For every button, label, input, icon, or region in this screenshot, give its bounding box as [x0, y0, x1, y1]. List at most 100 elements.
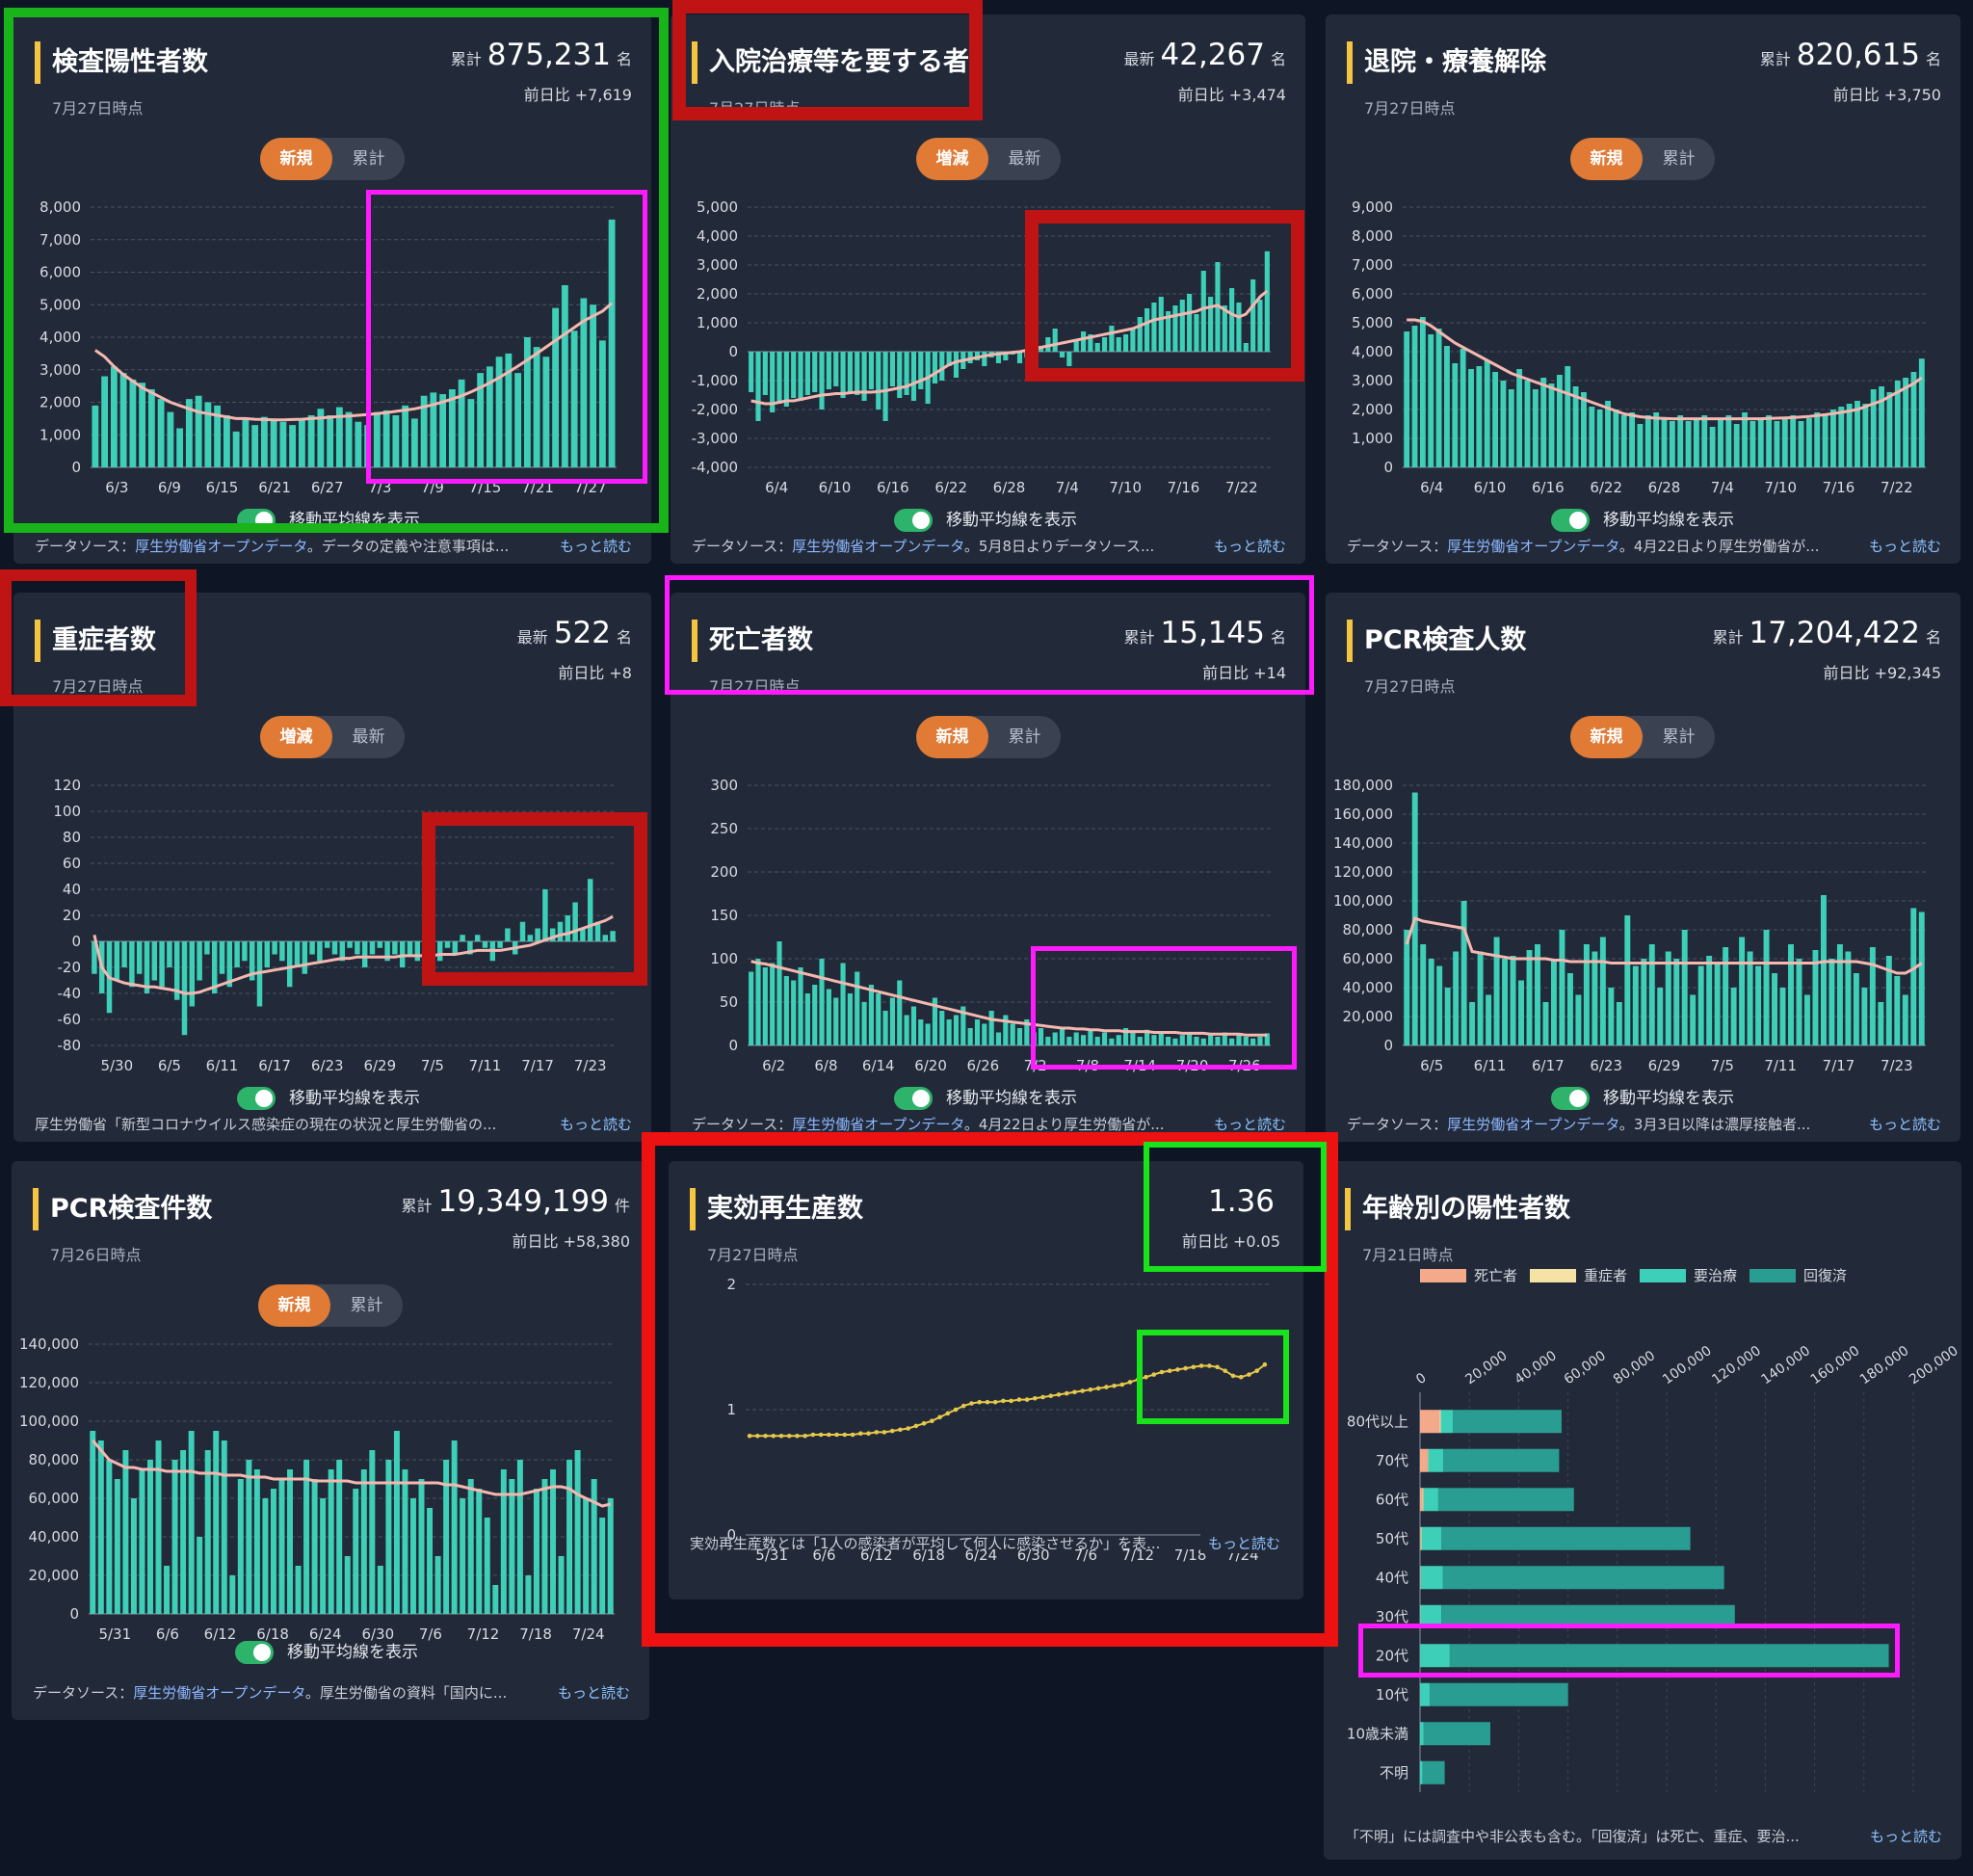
toggle-change[interactable]: 増減 — [916, 138, 988, 180]
read-more-link[interactable]: もっと読む — [1861, 1826, 1942, 1846]
read-more-link[interactable]: もっと読む — [1860, 1114, 1941, 1134]
toggle-new[interactable]: 新規 — [260, 138, 332, 180]
bar — [1822, 415, 1828, 467]
ma-switch[interactable]: 移動平均線を表示 — [237, 1084, 420, 1110]
y-tick-label: 6,000 — [39, 264, 81, 281]
toggle-cumulative[interactable]: 累計 — [1008, 727, 1041, 747]
bar — [185, 399, 193, 467]
bar — [904, 352, 909, 395]
diff: 前日比 +0.05 — [1181, 1232, 1280, 1251]
bar — [1477, 951, 1484, 1045]
bar — [1243, 1037, 1249, 1045]
bar — [897, 980, 903, 1045]
source-link[interactable]: 厚生労働省オープンデータ — [792, 1116, 964, 1133]
bar — [1870, 389, 1877, 467]
chart: 5,000 4,000 3,000 2,000 1,000 0 -1,000 -2,000 -3… — [692, 198, 1271, 496]
toggle-new[interactable]: 新規 — [1570, 138, 1643, 180]
ma-switch[interactable]: 移動平均線を表示 — [894, 506, 1077, 532]
toggle-new[interactable]: 新規 — [916, 716, 988, 758]
ma-switch[interactable]: 移動平均線を表示 — [235, 1638, 418, 1664]
toggle-new[interactable]: 新規 — [1570, 716, 1643, 758]
value-prefix: 累計 — [401, 1197, 433, 1215]
bar — [298, 420, 305, 467]
ma-switch[interactable]: 移動平均線を表示 — [894, 1084, 1077, 1110]
y-tick-label: 200 — [710, 863, 738, 881]
source-link[interactable]: 厚生労働省オープンデータ — [792, 538, 964, 555]
toggle-change[interactable]: 増減 — [260, 716, 332, 758]
as-of-date: 7月21日時点 — [1362, 1246, 1454, 1264]
y-tick-label: 180,000 — [1333, 777, 1393, 794]
toggle-switch[interactable] — [1551, 1087, 1590, 1110]
card-title: 重症者数 — [35, 620, 156, 662]
toggle-switch[interactable] — [237, 1087, 276, 1110]
ma-switch[interactable]: 移動平均線を表示 — [1551, 1084, 1734, 1110]
x-tick-label: 6/10 — [1474, 479, 1507, 496]
bar — [1690, 994, 1697, 1045]
toggle-switch[interactable] — [237, 509, 276, 532]
read-more-link[interactable]: もっと読む — [1205, 536, 1286, 556]
source-link[interactable]: 厚生労働省オープンデータ — [1447, 538, 1619, 555]
card-title: PCR検査件数 — [33, 1188, 212, 1230]
bar — [272, 941, 277, 955]
bar — [1605, 401, 1611, 467]
bar — [467, 1479, 474, 1614]
ma-switch[interactable]: 移動平均線を表示 — [1551, 506, 1734, 532]
source-link[interactable]: 厚生労働省オープンデータ — [1447, 1116, 1619, 1133]
toggle-switch[interactable] — [235, 1641, 274, 1664]
footer: 「不明」には調査中や非公表も含む。「回復済」は死亡、重症、要治... もっと読む — [1345, 1826, 1942, 1846]
category-label: 10歳未満 — [1347, 1725, 1408, 1742]
x-tick-label: 7/10 — [1109, 479, 1142, 496]
read-more-link[interactable]: もっと読む — [549, 1682, 630, 1703]
toggle-cumulative[interactable]: 累計 — [1662, 149, 1696, 169]
toggle-cumulative[interactable]: 累計 — [352, 149, 385, 169]
bar — [1709, 427, 1716, 467]
bar — [1010, 1023, 1015, 1045]
read-more-link[interactable]: もっと読む — [551, 536, 632, 556]
value: 17,204,422 — [1749, 616, 1920, 650]
bar — [527, 935, 534, 941]
x-tick-label: 7/16 — [1168, 479, 1200, 496]
read-more-link[interactable]: もっと読む — [1199, 1533, 1280, 1553]
source-link[interactable]: 厚生労働省オープンデータ — [133, 1684, 305, 1702]
card-reproduction-number: 実効再生産数 7月27日時点 1.36 前日比 +0.05 2 1 0 5/31 6/6… — [669, 1161, 1303, 1599]
bar — [1158, 297, 1164, 352]
toggle-switch[interactable] — [1551, 509, 1590, 532]
bar — [1596, 410, 1603, 467]
toggle-new[interactable]: 新規 — [258, 1284, 330, 1327]
toggle-switch[interactable] — [894, 1087, 933, 1110]
read-more-link[interactable]: もっと読む — [1205, 1114, 1286, 1134]
bar — [427, 1508, 434, 1614]
toggle-latest[interactable]: 最新 — [1008, 149, 1041, 169]
bar — [1526, 950, 1533, 1045]
diff: 前日比 +3,750 — [1832, 86, 1941, 104]
x-tick-label: 180,000 — [1857, 1343, 1912, 1387]
y-tick-label: 6,000 — [1352, 285, 1393, 303]
bar — [1653, 412, 1660, 467]
ma-switch[interactable]: 移動平均線を表示 — [237, 506, 420, 532]
read-more-link[interactable]: もっと読む — [551, 1114, 632, 1134]
bar-segment — [1423, 1722, 1490, 1746]
bar — [1918, 912, 1925, 1045]
bar — [1031, 352, 1037, 360]
bar — [1123, 1028, 1129, 1045]
diff: 前日比 +3,474 — [1177, 86, 1286, 104]
bar — [523, 337, 531, 467]
bar — [1629, 412, 1636, 467]
x-tick-label: 6/17 — [1532, 1057, 1565, 1074]
bar — [1024, 352, 1030, 357]
bar — [770, 963, 776, 1045]
moving-average-line — [750, 289, 1269, 406]
x-tick-label: 6/27 — [311, 479, 344, 496]
toggle-latest[interactable]: 最新 — [352, 727, 385, 747]
y-tick-label: 300 — [710, 777, 738, 794]
y-tick-label: 8,000 — [1352, 227, 1393, 245]
toggle-switch[interactable] — [894, 509, 933, 532]
footer-pre: データソース： — [692, 1116, 793, 1133]
toggle-cumulative[interactable]: 累計 — [1662, 727, 1696, 747]
value: 875,231 — [487, 38, 611, 72]
source-link[interactable]: 厚生労働省オープンデータ — [135, 538, 307, 555]
bar — [1798, 421, 1804, 467]
toggle-cumulative[interactable]: 累計 — [350, 1296, 383, 1315]
bar-segment — [1420, 1488, 1423, 1512]
read-more-link[interactable]: もっと読む — [1860, 536, 1941, 556]
